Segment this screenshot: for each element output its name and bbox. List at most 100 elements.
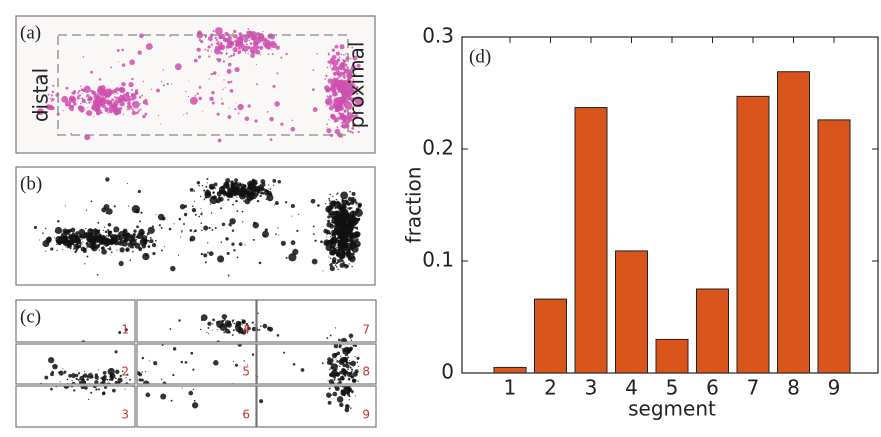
- blob: [194, 59, 198, 63]
- blob: [292, 249, 298, 255]
- blob: [58, 378, 60, 380]
- blob: [328, 119, 329, 120]
- blob: [272, 332, 278, 338]
- blob: [330, 201, 332, 203]
- blob: [146, 103, 148, 105]
- blob: [54, 407, 58, 411]
- blob: [95, 234, 96, 235]
- blob: [330, 248, 332, 250]
- blob: [211, 91, 214, 94]
- blob: [180, 375, 183, 378]
- blob: [320, 373, 321, 374]
- blob: [90, 373, 91, 374]
- blob: [211, 229, 213, 231]
- blob: [115, 98, 117, 100]
- blob: [247, 320, 248, 321]
- blob: [138, 384, 145, 391]
- blob: [65, 368, 66, 369]
- blob: [330, 353, 332, 355]
- blob: [81, 97, 83, 99]
- blob: [144, 375, 146, 377]
- blob: [236, 184, 237, 185]
- blob: [168, 361, 172, 365]
- blob: [230, 359, 232, 361]
- blob: [211, 327, 213, 329]
- blob: [260, 333, 262, 335]
- blob: [292, 346, 293, 347]
- blob: [343, 407, 344, 408]
- blob: [346, 398, 350, 402]
- blob: [334, 359, 336, 361]
- blob: [141, 240, 142, 241]
- blob: [184, 213, 187, 216]
- blob: [350, 357, 353, 360]
- blob: [123, 379, 124, 380]
- blob: [242, 221, 243, 222]
- blob: [111, 381, 113, 383]
- blob: [339, 252, 341, 254]
- blob: [257, 42, 259, 44]
- blob: [197, 327, 204, 334]
- blob: [202, 352, 204, 354]
- blob: [344, 345, 345, 346]
- blob: [62, 110, 63, 111]
- blob: [68, 240, 71, 243]
- blob: [359, 372, 361, 374]
- blob: [205, 186, 207, 188]
- blob: [349, 230, 353, 234]
- blob: [202, 326, 207, 331]
- blob: [341, 336, 344, 339]
- blob: [332, 93, 333, 94]
- blob: [337, 259, 341, 263]
- blob: [268, 184, 269, 185]
- blob: [254, 119, 257, 122]
- blob: [145, 393, 150, 398]
- blob: [213, 323, 216, 326]
- blob: [258, 320, 259, 321]
- blob: [113, 89, 118, 94]
- blob: [180, 389, 181, 390]
- blob: [337, 216, 340, 219]
- blob: [253, 37, 255, 39]
- blob: [331, 222, 333, 224]
- blob: [114, 101, 115, 102]
- blob: [141, 387, 142, 388]
- blob: [350, 355, 351, 356]
- blob: [248, 184, 253, 189]
- blob: [72, 354, 74, 356]
- blob: [340, 351, 341, 352]
- blob: [198, 322, 199, 323]
- blob: [211, 73, 213, 75]
- blob: [228, 336, 230, 338]
- blob: [233, 47, 238, 52]
- blob: [81, 99, 85, 103]
- blob: [267, 190, 269, 192]
- blob: [234, 194, 236, 196]
- blob: [211, 330, 212, 331]
- blob: [189, 229, 192, 232]
- blob: [131, 381, 133, 383]
- blob: [275, 322, 280, 327]
- blob: [91, 367, 98, 374]
- blob: [198, 55, 201, 58]
- blob: [130, 372, 136, 378]
- blob: [332, 211, 333, 212]
- blob: [229, 315, 231, 317]
- blob: [89, 234, 91, 236]
- blob: [264, 315, 266, 317]
- blob: [69, 104, 71, 106]
- blob: [201, 212, 202, 213]
- blob: [103, 230, 104, 231]
- blob: [207, 252, 209, 254]
- blob: [120, 382, 126, 388]
- blob: [253, 331, 254, 332]
- blob: [350, 257, 351, 258]
- blob: [112, 106, 114, 108]
- blob: [62, 376, 67, 381]
- blob: [228, 56, 230, 58]
- blob: [84, 371, 85, 372]
- blob: [227, 69, 232, 74]
- blob: [222, 334, 227, 339]
- blob: [215, 330, 221, 336]
- blob: [118, 390, 119, 391]
